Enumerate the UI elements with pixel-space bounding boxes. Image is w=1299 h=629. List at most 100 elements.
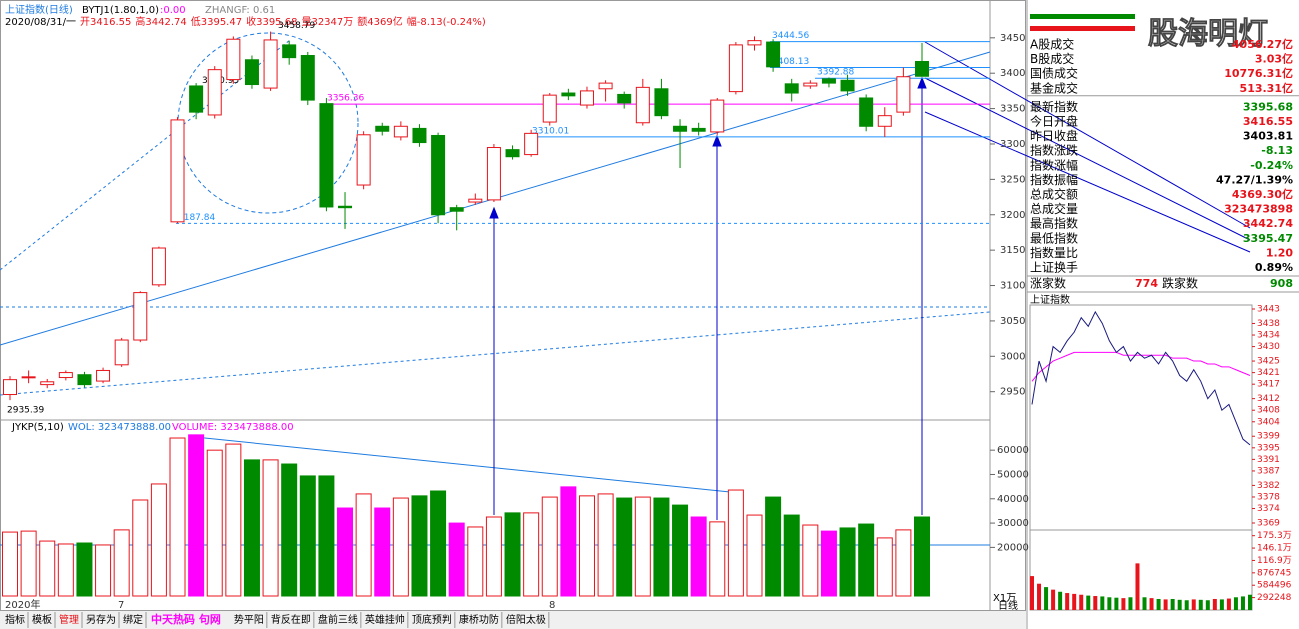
- stat-value: -0.24%: [1250, 159, 1293, 172]
- info-item: 幅-8.13(-0.24%): [407, 15, 486, 28]
- stat-value: 3395.47: [1243, 232, 1293, 245]
- candle-body: [840, 79, 855, 92]
- tab[interactable]: 管理: [59, 613, 79, 626]
- volume-bar: [839, 527, 856, 597]
- main-frame: [0, 0, 1026, 611]
- stat-label: 基金成交: [1030, 80, 1078, 95]
- volume-bar: [169, 437, 186, 597]
- intraday-vol-bar: [1205, 600, 1210, 610]
- annotation-label: 3310.01: [532, 126, 569, 136]
- intraday-tick-label: 3417: [1257, 380, 1280, 390]
- tab[interactable]: 英雄挂帅: [365, 613, 405, 626]
- candle-body: [617, 93, 632, 104]
- candle-body: [244, 59, 259, 86]
- candle-body: [468, 198, 483, 203]
- candle-body: [319, 103, 334, 208]
- info-item: 额4369亿: [357, 15, 402, 28]
- stat-label: 最新指数: [1030, 99, 1078, 114]
- tab[interactable]: 背反在即: [271, 613, 311, 626]
- volume-bar: [709, 521, 726, 597]
- stat-label: 指数量比: [1030, 245, 1078, 260]
- tab[interactable]: 模板: [32, 613, 52, 626]
- stat-label: 上证换手: [1030, 261, 1078, 275]
- volume-bar: [2, 531, 18, 597]
- candle-body: [486, 147, 501, 201]
- volume-bar: [76, 542, 93, 597]
- volume-bar: [802, 524, 819, 597]
- intraday-vol-bar: [1142, 597, 1147, 610]
- volume-bar: [225, 443, 242, 597]
- volume-bar: [430, 490, 447, 597]
- y-tick-label: 3100: [1000, 281, 1025, 292]
- tab[interactable]: 倍阳太极: [506, 613, 546, 626]
- intraday-title: 上证指数: [1030, 293, 1070, 306]
- candle-body: [598, 82, 613, 90]
- annotation-label: 3187.84: [178, 213, 215, 223]
- tab[interactable]: 指标: [5, 613, 25, 626]
- volume-bar: [858, 523, 875, 597]
- intraday-vol-bar: [1233, 597, 1238, 610]
- stat-label: 最低指数: [1030, 230, 1078, 245]
- volume-bar: [616, 497, 633, 597]
- volume-indicator: JYKP(5,10): [11, 422, 64, 433]
- intraday-tick-label: 3408: [1257, 406, 1280, 416]
- volume-bar: [727, 489, 744, 597]
- intraday-vol-bar: [1086, 595, 1091, 610]
- annotation-label: 2935.39: [7, 406, 44, 416]
- tab[interactable]: 顶底预判: [412, 613, 452, 626]
- volume-bar: [504, 512, 521, 597]
- intraday-vol-bar: [1226, 598, 1231, 610]
- tab[interactable]: 另存为: [86, 613, 116, 626]
- volume-bar: [374, 507, 391, 597]
- candle-body: [282, 44, 297, 59]
- stat-value: 323473898: [1224, 203, 1293, 216]
- intraday-vol-bar: [1107, 597, 1112, 610]
- indicator: BYTJ1(1.80,1,0): [82, 5, 159, 16]
- y-tick-label: 3250: [1000, 174, 1025, 185]
- intraday-vol-bar: [1212, 598, 1217, 610]
- y-tick-label: 3000: [1000, 351, 1025, 362]
- candle-body: [96, 369, 111, 382]
- intraday-vol-bar: [1065, 593, 1070, 610]
- candle-body: [859, 97, 874, 127]
- volume-bar: [355, 493, 372, 597]
- x-label: 8: [549, 600, 555, 611]
- candle-body: [710, 99, 725, 133]
- y-tick-label: 3450: [1000, 33, 1025, 44]
- intraday-vol-tick-label: 175.3万: [1257, 531, 1292, 541]
- stat-value: 3442.74: [1243, 217, 1293, 230]
- intraday-frame: [1029, 304, 1253, 611]
- candle-body: [542, 94, 557, 123]
- candle-body: [151, 247, 166, 286]
- candle-body: [579, 90, 594, 106]
- stat-label: 总成交额: [1030, 187, 1078, 202]
- intraday-vol-tick-label: 876745: [1257, 568, 1291, 578]
- candle-body: [207, 69, 222, 116]
- tab[interactable]: 绑定: [123, 613, 143, 626]
- candle-body: [3, 379, 17, 396]
- info-item: 2020/08/31/一: [5, 17, 76, 28]
- stat-value: -8.13: [1261, 144, 1293, 157]
- intraday-vol-bar: [1128, 597, 1133, 610]
- tab[interactable]: 康桥功防: [459, 613, 499, 626]
- tab[interactable]: 盘前三线: [318, 613, 358, 626]
- info-item: 开3416.55: [80, 17, 131, 28]
- intraday-vol-bar: [1093, 596, 1098, 610]
- stat-value: 3416.55: [1243, 115, 1293, 128]
- intraday-tick-label: 3391: [1257, 455, 1280, 465]
- intraday-vol-bar: [1058, 591, 1063, 610]
- volume-bar: [467, 526, 484, 597]
- y-tick-label: 3300: [1000, 139, 1025, 150]
- intraday-tick-label: 3387: [1257, 466, 1280, 476]
- intraday-vol-bar: [1044, 587, 1049, 610]
- y-tick-label: 3150: [1000, 245, 1025, 256]
- stat-value: 4056.27亿: [1232, 37, 1293, 51]
- tab[interactable]: 势平阳: [234, 613, 264, 626]
- info-item: 低3395.47: [191, 15, 242, 28]
- stat-value: 3403.81: [1243, 130, 1293, 143]
- candle-body: [412, 127, 427, 144]
- volume-bar: [820, 530, 837, 597]
- volume-bar: [299, 475, 316, 597]
- x-label: 7: [118, 600, 124, 611]
